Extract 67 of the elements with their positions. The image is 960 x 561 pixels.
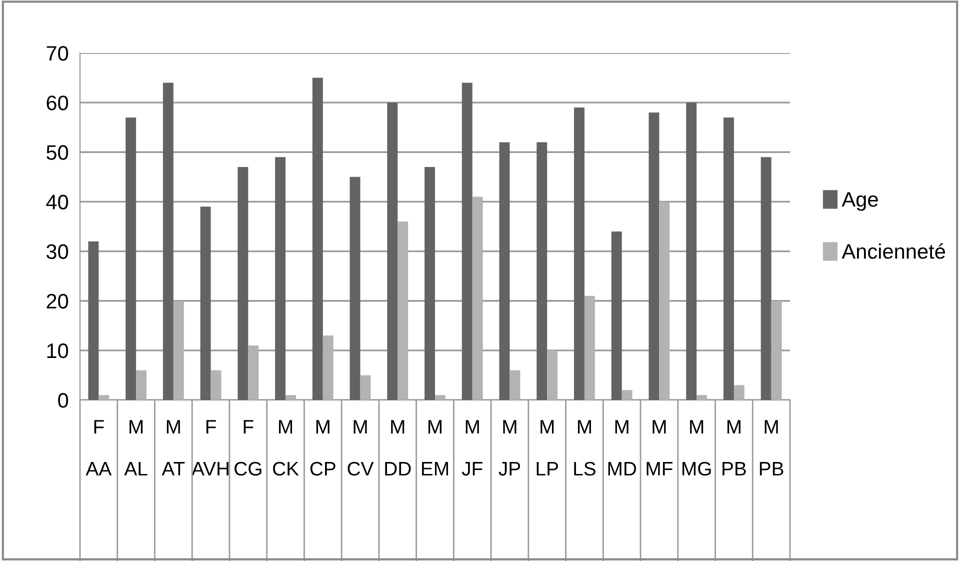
- bar: [547, 350, 558, 400]
- y-tick-label: 30: [46, 244, 68, 260]
- category-label: M DD: [385, 420, 411, 476]
- bar: [574, 108, 584, 400]
- bar: [322, 336, 334, 400]
- legend-label: Ancienneté: [842, 243, 946, 259]
- bar: [760, 157, 772, 400]
- category-label: M CV: [348, 420, 374, 476]
- category-label: M LP: [536, 420, 558, 476]
- bar: [771, 300, 782, 400]
- bar: [360, 375, 371, 400]
- bar: [499, 142, 510, 400]
- category-label: M EM: [422, 420, 448, 476]
- category-label: M JF: [462, 420, 482, 476]
- bar: [472, 196, 483, 400]
- bar: [659, 202, 670, 400]
- bar: [136, 370, 147, 400]
- bar: [510, 370, 520, 400]
- category-label: M JP: [498, 420, 520, 476]
- category-label: F AA: [86, 420, 112, 476]
- bar: [210, 370, 222, 400]
- bar: [462, 82, 472, 400]
- bar: [723, 117, 734, 400]
- y-tick-label: 60: [46, 96, 68, 110]
- bar: [286, 395, 296, 400]
- bar: [648, 112, 660, 400]
- category-label: M PB: [722, 420, 746, 476]
- y-tick-label: 20: [46, 294, 68, 309]
- category-label: M MD: [608, 420, 636, 476]
- bar: [398, 222, 408, 400]
- bar: [98, 395, 110, 400]
- bar: [435, 395, 446, 400]
- bar: [696, 395, 708, 400]
- y-tick-label: 40: [46, 194, 68, 210]
- bar: [200, 206, 211, 400]
- bar: [248, 345, 259, 400]
- category-label: M CK: [273, 420, 299, 476]
- bar: [387, 102, 398, 400]
- legend-label: Age: [842, 192, 878, 211]
- bar: [350, 176, 360, 400]
- category-label: M MF: [646, 420, 672, 476]
- bar: [611, 231, 622, 400]
- bar: [686, 102, 697, 400]
- category-label: M AT: [162, 420, 185, 476]
- bar: [734, 385, 744, 400]
- category-label: F CG: [234, 420, 262, 476]
- bar: [536, 142, 548, 400]
- bar: [126, 117, 136, 400]
- bar: [275, 157, 286, 400]
- bar: [312, 78, 323, 400]
- category-label: M MG: [682, 420, 711, 476]
- y-tick-label: 70: [46, 46, 68, 61]
- category-label: F AVH: [192, 420, 228, 476]
- bar: [173, 300, 184, 400]
- category-label: M LS: [574, 420, 596, 476]
- y-tick-label: 0: [58, 393, 68, 408]
- category-label: M PB: [760, 420, 784, 476]
- category-label: M CP: [310, 420, 336, 476]
- bar: [584, 296, 595, 400]
- bar: [162, 82, 174, 400]
- bar: [622, 390, 632, 400]
- bar: [88, 241, 99, 400]
- bar: [424, 167, 435, 400]
- category-label: M AL: [124, 420, 148, 476]
- y-tick-label: 50: [46, 145, 68, 160]
- y-tick-label: 10: [47, 343, 68, 358]
- bar: [238, 167, 248, 400]
